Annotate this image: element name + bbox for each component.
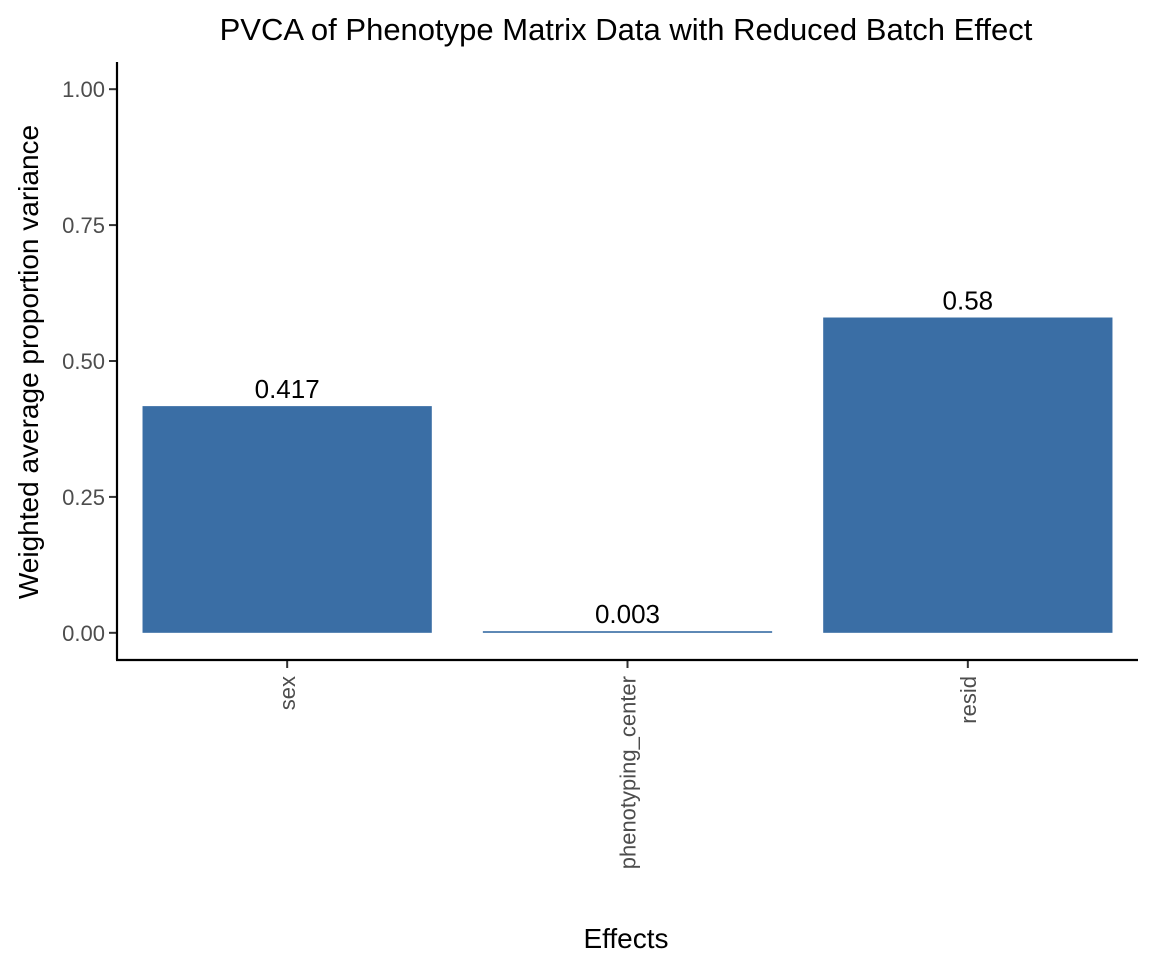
x-tick-label-resid: resid: [956, 676, 981, 724]
y-axis-title: Weighted average proportion variance: [13, 125, 44, 599]
y-tick-label: 0.00: [62, 621, 105, 646]
bar-value-label-phenotyping_center: 0.003: [595, 599, 660, 629]
x-axis-title: Effects: [583, 923, 668, 954]
bar-sex: [142, 406, 432, 633]
bar-value-label-resid: 0.58: [943, 286, 994, 316]
chart-title: PVCA of Phenotype Matrix Data with Reduc…: [220, 12, 1033, 47]
x-ticks-layer: sex phenotyping_center resid: [275, 660, 981, 869]
y-tick-label: 1.00: [62, 77, 105, 102]
x-tick-label-phenotyping_center: phenotyping_center: [616, 676, 641, 869]
bars-layer: [142, 317, 1113, 633]
bar-labels-layer: 0.417 0.003 0.58: [255, 286, 994, 630]
y-tick-label: 0.50: [62, 349, 105, 374]
y-tick-label: 0.25: [62, 485, 105, 510]
bar-resid: [823, 317, 1113, 633]
y-ticks-layer: 0.00 0.25 0.50 0.75 1.00: [62, 77, 117, 646]
x-tick-label-sex: sex: [275, 676, 300, 710]
y-tick-label: 0.75: [62, 213, 105, 238]
bar-value-label-sex: 0.417: [255, 374, 320, 404]
bar-phenotyping_center: [482, 631, 773, 633]
